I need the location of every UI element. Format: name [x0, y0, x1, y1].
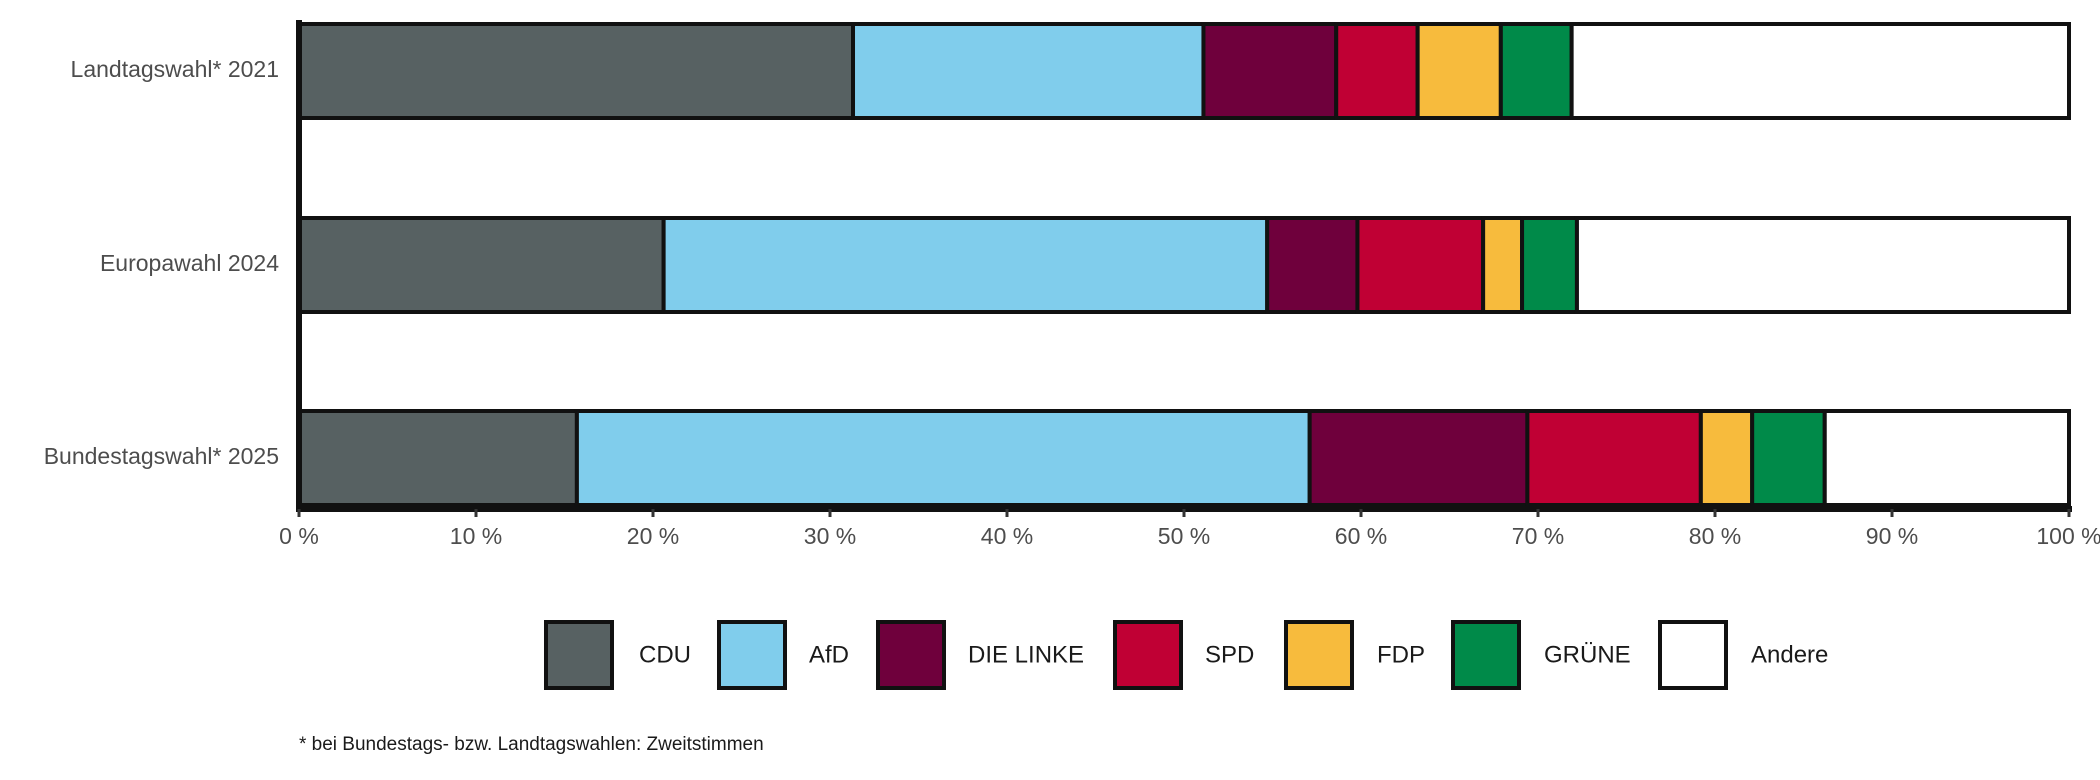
- legend-label: SPD: [1205, 641, 1254, 668]
- category-label: Landtagswahl* 2021: [71, 56, 279, 82]
- bar-segment: [1201, 22, 1339, 120]
- bar-segment: [1525, 409, 1703, 507]
- bar-segment: [1750, 409, 1827, 507]
- legend-label: FDP: [1377, 641, 1425, 668]
- x-tick-label: 30 %: [804, 523, 856, 549]
- x-tick-label: 10 %: [450, 523, 502, 549]
- legend-swatch: [717, 620, 787, 690]
- bar-segment: [1334, 22, 1420, 120]
- x-tick-label: 20 %: [627, 523, 679, 549]
- legend-swatch: [544, 620, 614, 690]
- category-label: Bundestagswahl* 2025: [44, 443, 279, 469]
- x-tick-label: 80 %: [1689, 523, 1741, 549]
- bar-segment: [1569, 22, 2071, 120]
- x-tick-label: 90 %: [1866, 523, 1918, 549]
- x-tick-label: 0 %: [279, 523, 319, 549]
- bar-segment: [297, 216, 666, 314]
- legend-label: Andere: [1751, 641, 1828, 668]
- legend-swatch: [1451, 620, 1521, 690]
- bar-segment: [1307, 409, 1530, 507]
- x-tick-label: 60 %: [1335, 523, 1387, 549]
- bar-segment: [1481, 216, 1525, 314]
- legend-swatch: [1658, 620, 1728, 690]
- category-label: Europawahl 2024: [100, 250, 279, 276]
- bar-segment: [1520, 216, 1579, 314]
- bar-segment: [1265, 216, 1360, 314]
- legend-swatch: [1113, 620, 1183, 690]
- legend-label: GRÜNE: [1544, 641, 1631, 668]
- bar-segment: [1355, 216, 1486, 314]
- legend-swatch: [1284, 620, 1354, 690]
- bar-segment: [574, 409, 1312, 507]
- bar-segment: [1498, 22, 1574, 120]
- bar-segment: [1822, 409, 2071, 507]
- footnote: * bei Bundestags- bzw. Landtagswahlen: Z…: [299, 734, 764, 755]
- bar-segment: [297, 22, 856, 120]
- legend-label: AfD: [809, 641, 849, 668]
- bar-segment: [1574, 216, 2071, 314]
- bar-segment: [661, 216, 1270, 314]
- x-tick-label: 70 %: [1512, 523, 1564, 549]
- legend-label: CDU: [639, 641, 691, 668]
- bar-segment: [1698, 409, 1755, 507]
- x-tick-label: 50 %: [1158, 523, 1210, 549]
- x-tick-label: 40 %: [981, 523, 1033, 549]
- legend-label: DIE LINKE: [968, 641, 1084, 668]
- bar-segment: [851, 22, 1206, 120]
- x-tick-label: 100 %: [2036, 523, 2100, 549]
- legend-swatch: [876, 620, 946, 690]
- bar-segment: [1415, 22, 1503, 120]
- bar-segment: [297, 409, 579, 507]
